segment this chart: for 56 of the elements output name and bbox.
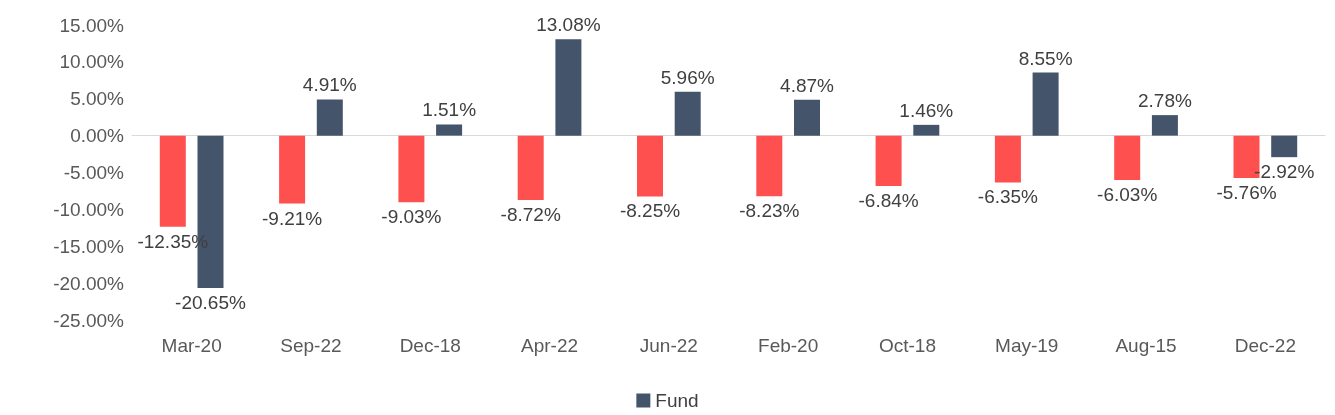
data-label: -8.72% (500, 203, 561, 225)
bar (875, 135, 902, 187)
bar (517, 135, 544, 200)
y-tick-label: -20.00% (53, 272, 125, 294)
data-label: -20.65% (175, 291, 246, 313)
legend-label: Fund (655, 390, 699, 411)
x-tick-label: Aug-15 (1115, 335, 1177, 356)
data-label: 1.51% (422, 99, 477, 121)
data-label: 13.08% (536, 14, 601, 36)
y-tick-label: 5.00% (70, 88, 125, 110)
data-label: -6.84% (858, 190, 919, 212)
data-label: 4.91% (302, 74, 357, 96)
bar (913, 124, 940, 136)
bar (436, 124, 463, 136)
data-label: 5.96% (660, 66, 715, 88)
bar (794, 99, 820, 136)
y-tick-label: -5.00% (63, 162, 125, 183)
x-tick-label: Dec-18 (399, 335, 461, 356)
y-tick-label: 0.00% (70, 125, 125, 147)
x-tick-label: Jun-22 (639, 335, 698, 356)
bar (1271, 135, 1298, 158)
data-label: -9.03% (381, 206, 442, 228)
bar (756, 135, 783, 197)
bar (1151, 115, 1178, 136)
y-tick-label: -15.00% (53, 235, 125, 257)
y-tick-label: 15.00% (59, 14, 125, 36)
data-label: 2.78% (1137, 90, 1192, 112)
data-label: -6.03% (1097, 184, 1158, 206)
bar (994, 135, 1021, 183)
x-tick-label: Oct-18 (878, 335, 936, 356)
bar (674, 91, 701, 136)
x-tick-label: Sep-22 (280, 335, 342, 356)
data-label: -9.21% (262, 207, 323, 229)
x-tick-label: May-19 (995, 335, 1059, 356)
data-label: -5.76% (1216, 182, 1277, 204)
data-label: -6.35% (977, 186, 1039, 208)
x-tick-label: Apr-22 (521, 335, 579, 356)
data-label: -8.25% (619, 200, 681, 222)
bar (555, 39, 582, 136)
bar (279, 135, 306, 204)
y-tick-label: -10.00% (53, 198, 125, 220)
data-label: 4.87% (780, 74, 835, 96)
bar (398, 135, 425, 203)
bar (159, 135, 186, 227)
y-tick-label: -25.00% (53, 309, 125, 331)
x-tick-label: Dec-22 (1234, 335, 1296, 356)
data-label: 8.55% (1018, 47, 1073, 69)
x-tick-label: Feb-20 (758, 335, 819, 356)
y-tick-label: 10.00% (59, 51, 125, 73)
data-label: 1.46% (899, 99, 954, 121)
x-tick-label: Mar-20 (161, 335, 222, 356)
bar (1032, 72, 1059, 136)
data-label: -8.23% (739, 200, 800, 222)
bar (1114, 135, 1141, 181)
bar (637, 135, 663, 197)
bar (316, 99, 343, 136)
